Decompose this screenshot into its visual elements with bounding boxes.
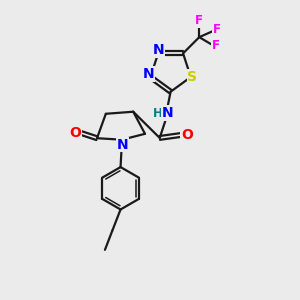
Text: H: H bbox=[153, 107, 163, 120]
Text: O: O bbox=[181, 128, 193, 142]
Text: S: S bbox=[187, 70, 197, 84]
Text: F: F bbox=[213, 23, 221, 36]
Text: N: N bbox=[152, 43, 164, 57]
Text: N: N bbox=[143, 67, 155, 81]
Text: F: F bbox=[195, 14, 203, 28]
Text: O: O bbox=[70, 126, 81, 140]
Text: N: N bbox=[162, 106, 173, 120]
Text: N: N bbox=[117, 138, 128, 152]
Text: F: F bbox=[212, 40, 220, 52]
